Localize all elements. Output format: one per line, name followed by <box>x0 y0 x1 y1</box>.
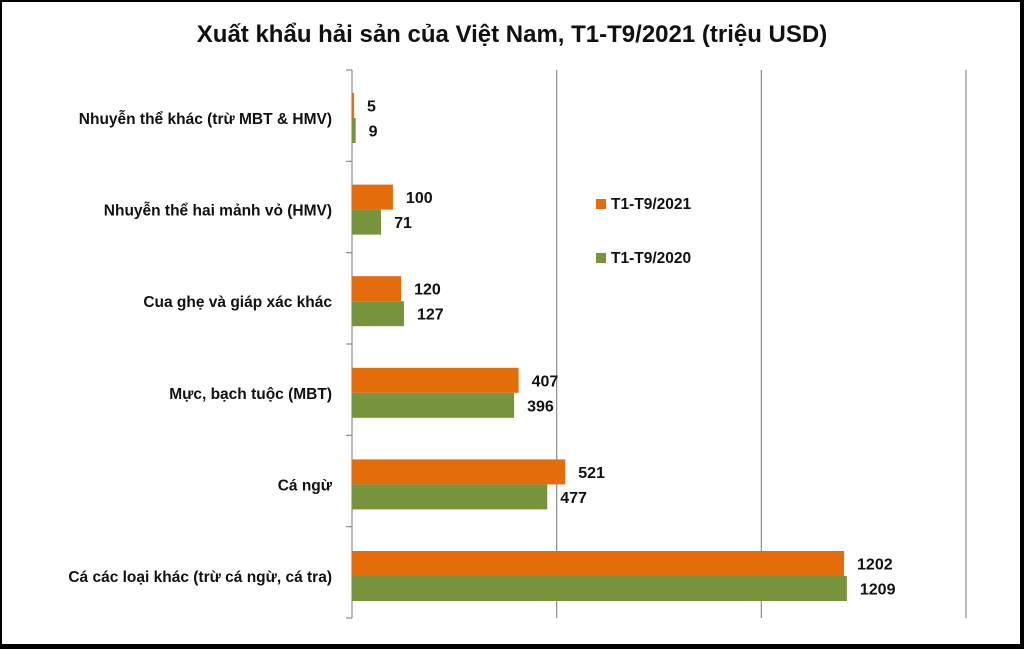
bar-2020 <box>352 209 382 235</box>
category-label: Cá các loại khác (trừ cá ngừ, cá tra) <box>68 569 332 586</box>
bars <box>352 93 847 601</box>
value-label: 1202 <box>857 557 893 574</box>
bar-2020 <box>352 576 847 601</box>
bar-2021 <box>352 367 519 393</box>
category-label: Nhuyễn thể hai mảnh vỏ (HMV) <box>104 203 332 220</box>
bar-2021 <box>352 184 393 210</box>
bar-2021 <box>352 276 402 302</box>
category-label: Mực, bạch tuộc (MBT) <box>169 386 332 403</box>
value-label: 407 <box>532 373 559 390</box>
bar-2020 <box>352 392 515 418</box>
legend-swatch <box>596 199 606 209</box>
legend-swatch <box>596 253 606 263</box>
bar-2020 <box>352 484 548 510</box>
gridlines <box>346 69 967 619</box>
legend-label: T1-T9/2020 <box>611 250 691 267</box>
value-label: 71 <box>394 215 412 232</box>
value-label: 100 <box>406 190 433 207</box>
value-label: 1209 <box>860 582 896 599</box>
labels: Nhuyễn thể khác (trừ MBT & HMV) 5 9 Nhuyễn … <box>68 99 895 599</box>
value-label: 9 <box>369 124 378 141</box>
chart-title: Xuất khẩu hải sản của Việt Nam, T1-T9/20… <box>197 21 827 48</box>
value-label: 5 <box>367 99 376 116</box>
bar-2020 <box>352 301 404 327</box>
value-label: 477 <box>560 490 587 507</box>
bar-2021 <box>352 459 566 485</box>
bar-2021 <box>352 93 355 118</box>
legend-label: T1-T9/2021 <box>611 196 692 213</box>
bar-2020 <box>352 118 356 143</box>
category-label: Nhuyễn thể khác (trừ MBT & HMV) <box>79 111 332 128</box>
legend: T1-T9/2021 T1-T9/2020 <box>596 196 692 267</box>
value-label: 120 <box>414 282 441 299</box>
category-label: Cua ghẹ và giáp xác khác <box>143 294 332 311</box>
value-label: 396 <box>527 398 554 415</box>
value-label: 127 <box>417 307 444 324</box>
category-label: Cá ngừ <box>278 477 333 494</box>
bar-2021 <box>352 551 845 576</box>
value-label: 521 <box>578 465 605 482</box>
